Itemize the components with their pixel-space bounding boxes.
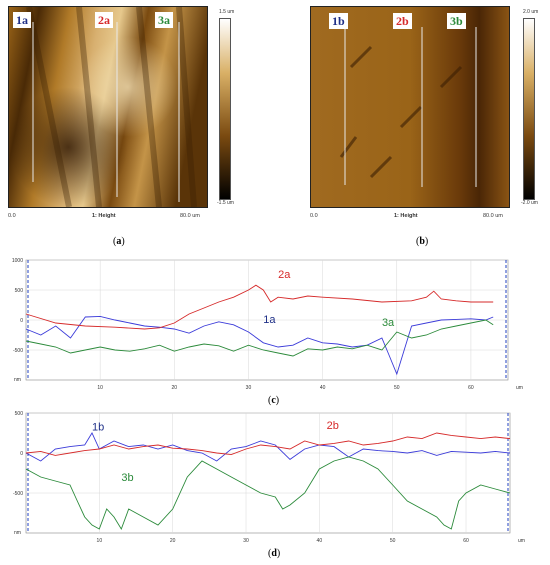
chart-c-ytick-2: 0 — [20, 318, 23, 324]
caption-b: (b) — [416, 236, 429, 247]
chart-c-series-label-2a: 2a — [278, 269, 291, 281]
chart-c-series-2a — [25, 284, 494, 330]
panel-a: 1a 2a 3a 1.5 um -1.5 um 0.0 1: Height 80… — [0, 0, 240, 228]
x-start-b: 0.0 — [310, 213, 318, 219]
profile-label-3b: 3b — [447, 13, 466, 29]
chart-c-xtick-0: 10 — [97, 385, 103, 391]
chart-d-xtick-3: 40 — [317, 538, 323, 544]
chart-d-x-unit: um — [518, 538, 525, 544]
x-start-a: 0.0 — [8, 213, 16, 219]
colorbar-max-b: 2.0 um — [523, 9, 539, 15]
caption-c: (c) — [268, 395, 280, 406]
afm-texture-b — [311, 7, 509, 207]
caption-a: (a) — [113, 236, 125, 247]
chart-c-xtick-2: 30 — [246, 385, 252, 391]
chart-d-xtick-5: 60 — [463, 538, 469, 544]
chart-d-series-label-1b: 1b — [92, 422, 104, 434]
chart-d-series-1b — [25, 432, 511, 462]
profile-label-2a: 2a — [95, 12, 113, 28]
colorbar-min-b: -2.0 um — [521, 200, 538, 206]
colorbar-b — [523, 18, 535, 200]
chart-c-ytick-3: -500 — [13, 348, 23, 354]
chart-d-series-2b — [25, 432, 511, 456]
afm-texture-a — [9, 7, 207, 207]
chart-c-xtick-5: 60 — [468, 385, 474, 391]
chart-c-xtick-4: 50 — [394, 385, 400, 391]
chart-c-series-label-1a: 1a — [263, 314, 276, 326]
chart-c-series-1a — [25, 315, 494, 376]
chart-d-xtick-2: 30 — [243, 538, 249, 544]
colorbar-a — [219, 18, 231, 200]
afm-height-image-b: 1b 2b 3b — [310, 6, 510, 208]
channel-b: 1: Height — [394, 213, 418, 219]
colorbar-min-a: -1.5 um — [217, 200, 234, 206]
profile-label-1a: 1a — [13, 12, 31, 28]
profile-chart-c: 10 20 30 40 50 60 1000 500 0 -500 nm um 1a 2a 3a — [12, 258, 523, 391]
chart-d-y-unit: nm — [14, 530, 21, 536]
chart-c-ytick-0: 1000 — [12, 258, 23, 264]
x-end-b: 80.0 um — [483, 213, 503, 219]
chart-c-x-unit: um — [516, 385, 523, 391]
chart-d-xtick-4: 50 — [390, 538, 396, 544]
chart-d-ytick-2: -500 — [13, 491, 23, 497]
chart-d-series-label-3b: 3b — [121, 472, 133, 484]
colorbar-max-a: 1.5 um — [219, 9, 235, 15]
chart-c-xtick-1: 20 — [172, 385, 178, 391]
profile-label-3a: 3a — [155, 12, 173, 28]
chart-c-ytick-1: 500 — [15, 288, 24, 294]
chart-d-ytick-1: 0 — [20, 451, 23, 457]
profile-chart-d: 10 20 30 40 50 60 500 0 -500 nm um 1b 2b 3b — [13, 411, 525, 544]
x-end-a: 80.0 um — [180, 213, 200, 219]
profile-label-1b: 1b — [329, 13, 348, 29]
channel-a: 1: Height — [92, 213, 116, 219]
chart-d-series-label-2b: 2b — [327, 420, 339, 432]
chart-c-series-label-3a: 3a — [382, 317, 395, 329]
profile-label-2b: 2b — [393, 13, 412, 29]
afm-height-image-a: 1a 2a 3a — [8, 6, 208, 208]
chart-c-xtick-3: 40 — [320, 385, 326, 391]
chart-d-xtick-0: 10 — [97, 538, 103, 544]
chart-d-xtick-1: 20 — [170, 538, 176, 544]
chart-c-y-unit: nm — [14, 377, 21, 383]
panel-b: 1b 2b 3b 2.0 um -2.0 um 0.0 1: Height 80… — [308, 0, 548, 228]
chart-d-ytick-0: 500 — [15, 411, 24, 417]
chart-d-series-3b — [25, 456, 511, 531]
caption-d: (d) — [268, 548, 281, 559]
chart-c-series-3a — [25, 319, 494, 357]
